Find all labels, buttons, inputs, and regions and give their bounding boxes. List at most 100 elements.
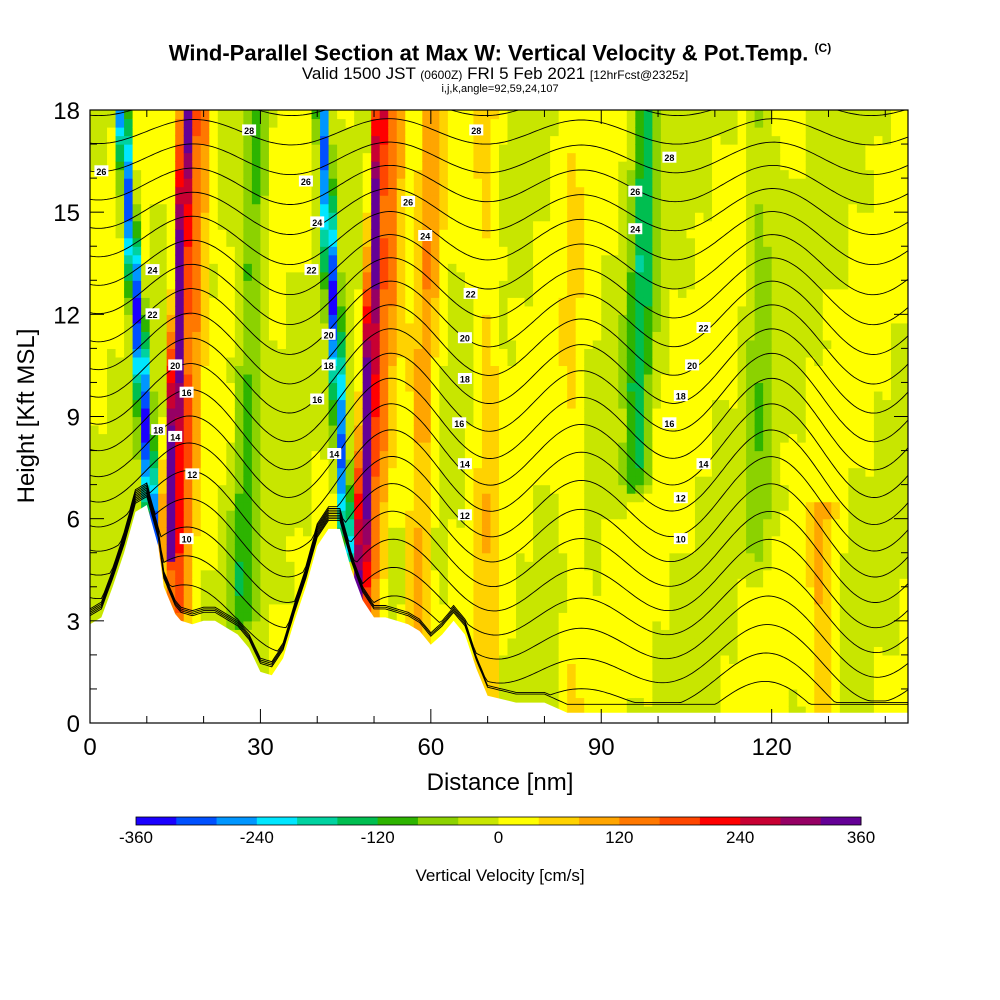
velocity-cell bbox=[217, 544, 227, 554]
velocity-cell bbox=[481, 339, 492, 349]
velocity-cell bbox=[481, 144, 492, 154]
velocity-cell bbox=[609, 425, 619, 435]
velocity-cell bbox=[413, 569, 423, 579]
velocity-cell bbox=[601, 186, 611, 196]
velocity-cell bbox=[592, 476, 602, 486]
velocity-cell bbox=[260, 578, 270, 588]
velocity-cell bbox=[490, 237, 500, 247]
velocity-cell bbox=[601, 407, 611, 418]
velocity-cell bbox=[405, 314, 415, 324]
velocity-cell bbox=[507, 535, 517, 545]
velocity-cell bbox=[456, 314, 466, 324]
velocity-cell bbox=[175, 169, 185, 179]
velocity-cell bbox=[226, 382, 236, 392]
velocity-cell bbox=[550, 254, 560, 264]
velocity-cell bbox=[311, 407, 321, 418]
velocity-cell bbox=[652, 578, 662, 588]
velocity-cell bbox=[226, 595, 236, 605]
velocity-cell bbox=[243, 484, 253, 494]
velocity-cell bbox=[660, 178, 671, 188]
velocity-cell bbox=[115, 348, 125, 358]
velocity-cell bbox=[609, 288, 619, 298]
velocity-cell bbox=[388, 186, 398, 196]
velocity-cell bbox=[601, 365, 611, 375]
velocity-cell bbox=[669, 288, 679, 298]
velocity-cell bbox=[439, 331, 449, 341]
velocity-cell bbox=[541, 373, 551, 384]
velocity-cell bbox=[303, 365, 313, 375]
velocity-cell bbox=[524, 178, 534, 188]
velocity-cell bbox=[635, 305, 645, 315]
velocity-cell bbox=[379, 203, 389, 213]
velocity-cell bbox=[575, 178, 585, 188]
velocity-cell bbox=[98, 246, 108, 256]
velocity-cell bbox=[592, 569, 602, 579]
velocity-cell bbox=[499, 237, 509, 247]
velocity-cell bbox=[567, 620, 577, 630]
velocity-cell bbox=[584, 220, 594, 230]
velocity-cell bbox=[124, 127, 134, 137]
velocity-cell bbox=[158, 127, 168, 137]
velocity-cell bbox=[166, 229, 176, 239]
velocity-cell bbox=[303, 297, 313, 307]
velocity-cell bbox=[516, 544, 526, 554]
velocity-cell bbox=[183, 365, 193, 375]
velocity-cell bbox=[149, 186, 159, 196]
velocity-cell bbox=[618, 578, 628, 588]
velocity-cell bbox=[584, 586, 594, 596]
velocity-cell bbox=[115, 169, 125, 179]
velocity-cell bbox=[601, 348, 611, 358]
velocity-cell bbox=[217, 161, 227, 171]
velocity-cell bbox=[643, 297, 653, 307]
velocity-cell bbox=[183, 339, 193, 349]
velocity-cell bbox=[567, 263, 577, 273]
velocity-cell bbox=[115, 442, 125, 452]
velocity-cell bbox=[592, 288, 602, 298]
velocity-cell bbox=[149, 297, 159, 307]
velocity-cell bbox=[635, 705, 645, 716]
velocity-cell bbox=[362, 288, 372, 298]
velocity-cell bbox=[277, 654, 287, 664]
velocity-cell bbox=[567, 518, 577, 528]
velocity-cell bbox=[311, 127, 321, 137]
velocity-cell bbox=[516, 305, 526, 315]
velocity-cell bbox=[541, 169, 551, 179]
velocity-cell bbox=[294, 416, 304, 426]
velocity-cell bbox=[98, 425, 108, 435]
velocity-cell bbox=[473, 433, 483, 443]
velocity-cell bbox=[405, 433, 415, 443]
velocity-cell bbox=[456, 407, 466, 418]
velocity-cell bbox=[575, 144, 585, 154]
velocity-cell bbox=[183, 595, 193, 605]
velocity-cell bbox=[507, 212, 517, 222]
velocity-cell bbox=[320, 442, 330, 452]
velocity-cell bbox=[524, 646, 534, 656]
velocity-cell bbox=[132, 297, 142, 307]
velocity-cell bbox=[345, 365, 355, 375]
velocity-cell bbox=[464, 135, 475, 145]
velocity-cell bbox=[303, 510, 313, 520]
velocity-cell bbox=[439, 203, 449, 213]
velocity-cell bbox=[285, 544, 296, 554]
velocity-cell bbox=[234, 178, 244, 188]
velocity-cell bbox=[217, 552, 227, 562]
velocity-cell bbox=[575, 297, 585, 307]
velocity-cell bbox=[141, 169, 151, 179]
velocity-cell bbox=[533, 484, 543, 494]
velocity-cell bbox=[175, 339, 185, 349]
velocity-cell bbox=[430, 365, 440, 375]
velocity-cell bbox=[337, 237, 347, 247]
velocity-cell bbox=[422, 203, 432, 213]
velocity-cell bbox=[311, 297, 321, 307]
velocity-cell bbox=[217, 203, 227, 213]
velocity-cell bbox=[652, 195, 662, 205]
velocity-cell bbox=[533, 356, 543, 367]
velocity-cell bbox=[337, 382, 347, 392]
velocity-cell bbox=[328, 442, 338, 452]
velocity-cell bbox=[660, 561, 671, 571]
velocity-cell bbox=[405, 476, 415, 486]
velocity-cell bbox=[277, 578, 287, 588]
velocity-cell bbox=[481, 186, 492, 196]
velocity-cell bbox=[371, 297, 381, 307]
velocity-cell bbox=[422, 110, 432, 120]
